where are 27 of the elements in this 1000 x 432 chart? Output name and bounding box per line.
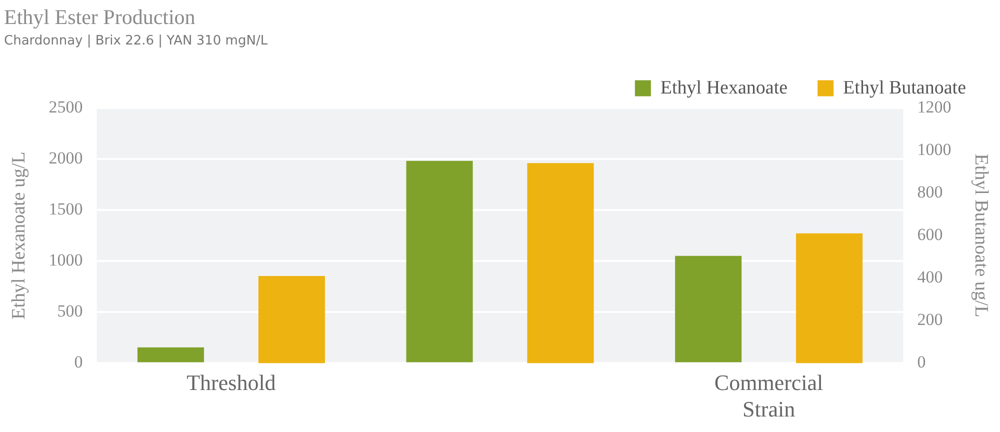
bar — [137, 347, 204, 362]
x-tick-label: Commercial Strain — [714, 370, 824, 422]
y-axis-title: Ethyl Hexanoate ug/L — [8, 152, 30, 320]
y2-tick-label: 200 — [917, 310, 943, 330]
y-tick-label: 1000 — [48, 250, 83, 270]
y2-tick-label: 0 — [917, 352, 926, 372]
y2-tick-label: 1000 — [917, 140, 952, 159]
y2-tick-label: 800 — [917, 182, 943, 202]
y2-axis-title: Ethyl Butanoate ug/L — [970, 154, 992, 318]
y2-tick-label: 1200 — [917, 97, 952, 116]
y-tick-label: 0 — [74, 352, 83, 372]
y-tick-label: 1500 — [48, 199, 83, 218]
x-tick-label: Threshold — [186, 370, 276, 396]
chart-subtitle: Chardonnay | Brix 22.6 | YAN 310 mgN/L — [4, 33, 268, 48]
y-tick-label: 2500 — [48, 97, 83, 116]
y-tick-label: 500 — [57, 302, 83, 321]
chart-title: Ethyl Ester Production — [4, 5, 196, 30]
bar — [258, 276, 325, 364]
bar — [796, 233, 863, 364]
y2-tick-label: 600 — [917, 224, 943, 244]
y-tick-label: 2000 — [48, 148, 83, 168]
bar — [675, 256, 742, 362]
legend-label: Ethyl Butanoate — [843, 77, 966, 98]
bar — [527, 163, 594, 364]
legend-label: Ethyl Hexanoate — [660, 77, 788, 98]
bar — [406, 160, 473, 362]
y2-tick-label: 400 — [917, 268, 943, 287]
